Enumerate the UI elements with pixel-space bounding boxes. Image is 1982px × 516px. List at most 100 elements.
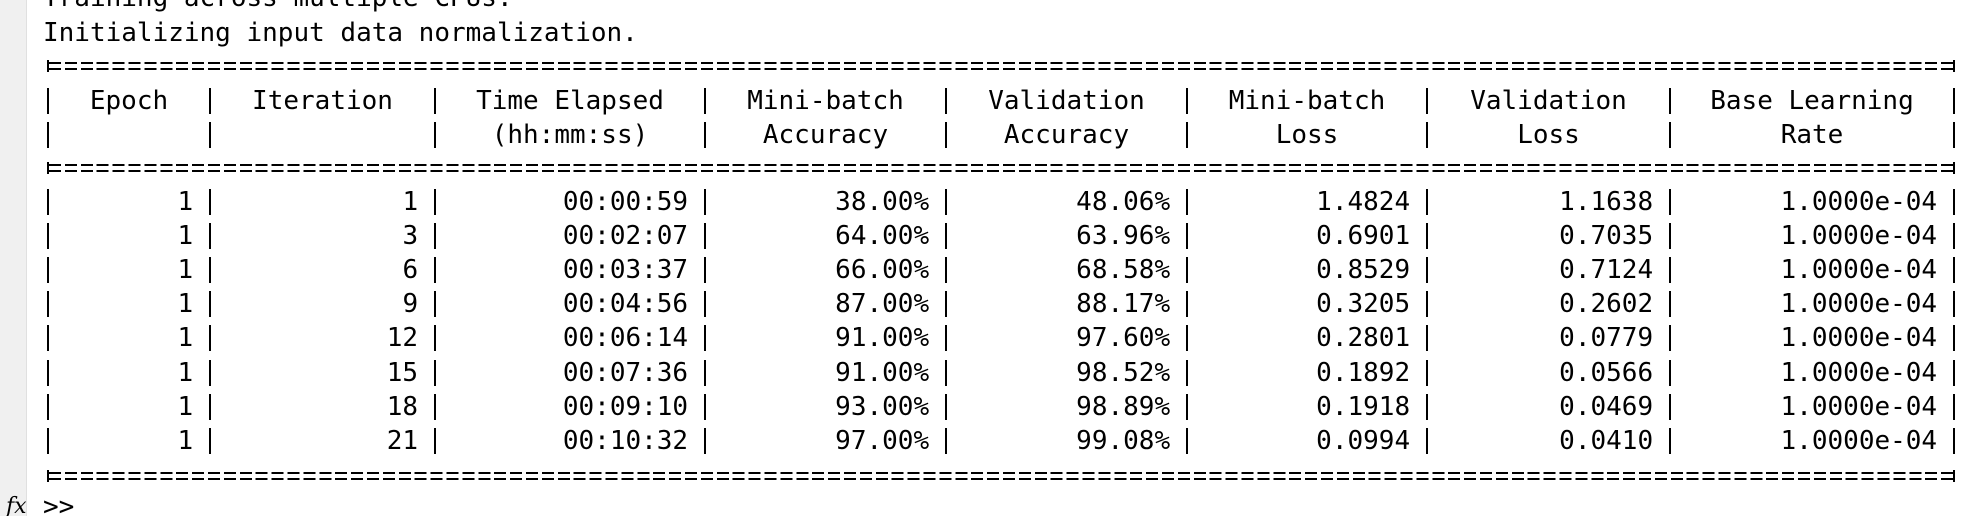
column-separator [1186,359,1188,386]
table-cell: 0.0469 [1559,391,1654,422]
column-separator [1186,291,1188,318]
table-cell: 0.7124 [1559,255,1654,286]
column-separator [1426,393,1428,420]
table-cell: 00:02:07 [562,221,689,252]
table-cell: 0.6901 [1316,221,1411,252]
table-cell: 18 [386,391,419,422]
column-separator [704,189,706,215]
column-header: Mini-batch [747,86,904,116]
table-cell: 98.52% [1076,357,1171,388]
table-cell: 91.00% [835,323,930,354]
column-header: Loss [1517,120,1580,150]
column-separator [1953,223,1955,250]
column-separator [1186,223,1188,250]
column-separator [1669,257,1671,284]
column-separator [1426,122,1428,148]
log-line: Initializing input data normalization. [43,18,638,48]
table-cell: 1 [402,187,419,217]
column-header: Iteration [252,86,393,116]
column-header: Validation [1470,86,1627,116]
table-cell: 0.2801 [1316,323,1411,354]
column-separator [1186,88,1188,114]
column-header: Rate [1780,120,1844,150]
table-cell: 1 [177,357,194,388]
column-separator [1669,122,1671,148]
column-separator [1953,393,1955,420]
table-cell: 00:00:59 [562,187,689,217]
table-cell: 1.0000e-04 [1780,221,1938,252]
column-separator [1186,325,1188,352]
table-cell: 00:07:36 [562,357,689,388]
column-separator [1669,427,1671,454]
table-cell: 1.0000e-04 [1780,425,1938,456]
table-cell: 97.00% [835,425,930,456]
table-cell: 12 [386,323,419,354]
column-separator [945,359,947,386]
table-cell: 87.00% [835,289,930,320]
table-cell: 6 [402,255,419,286]
table-cell: 0.0410 [1559,425,1654,456]
column-separator [434,122,436,148]
column-separator [47,122,49,148]
column-separator [704,223,706,250]
column-separator [1953,291,1955,318]
table-cell: 1 [177,391,194,422]
column-separator [945,122,947,148]
table-cell: 00:10:32 [562,425,689,456]
column-separator [1186,189,1188,215]
column-separator [704,88,706,114]
column-separator [47,393,49,420]
column-separator [209,189,211,215]
table-border [47,470,1955,482]
table-cell: 38.00% [835,187,930,217]
column-separator [945,223,947,250]
column-separator [1186,427,1188,454]
column-separator [1669,359,1671,386]
table-cell: 1.0000e-04 [1780,289,1938,320]
table-cell: 0.1918 [1316,391,1411,422]
prompt-icon: fx [6,494,27,516]
table-cell: 1 [177,221,194,252]
column-separator [434,189,436,215]
table-cell: 98.89% [1076,391,1171,422]
table-cell: 1.0000e-04 [1780,187,1938,217]
table-cell: 1 [177,255,194,286]
column-separator [209,291,211,318]
table-border [47,60,1955,72]
table-cell: 0.8529 [1316,255,1411,286]
column-separator [704,291,706,318]
table-cell: 0.2602 [1559,289,1654,320]
table-cell: 1.1638 [1559,187,1654,217]
column-separator [434,325,436,352]
column-separator [1953,122,1955,148]
column-separator [945,291,947,318]
column-separator [704,427,706,454]
table-cell: 0.0994 [1316,425,1411,456]
column-separator [434,223,436,250]
column-separator [1426,325,1428,352]
column-separator [1669,189,1671,215]
table-cell: 0.0779 [1559,323,1654,354]
column-separator [47,189,49,215]
table-cell: 0.7035 [1559,221,1654,252]
table-cell: 00:03:37 [562,255,689,286]
column-separator [47,88,49,114]
column-separator [1426,359,1428,386]
table-cell: 00:04:56 [562,289,689,320]
column-header: Loss [1275,120,1339,150]
column-separator [434,359,436,386]
column-separator [945,427,947,454]
column-separator [209,88,211,114]
table-cell: 0.3205 [1316,289,1411,320]
column-separator [945,393,947,420]
prompt[interactable]: >> [43,492,75,516]
column-separator [209,223,211,250]
column-separator [1426,257,1428,284]
column-separator [1669,291,1671,318]
column-separator [1426,427,1428,454]
column-header: Epoch [89,86,169,116]
table-cell: 1.0000e-04 [1780,357,1938,388]
column-separator [1953,325,1955,352]
column-header: Accuracy [1003,120,1130,150]
